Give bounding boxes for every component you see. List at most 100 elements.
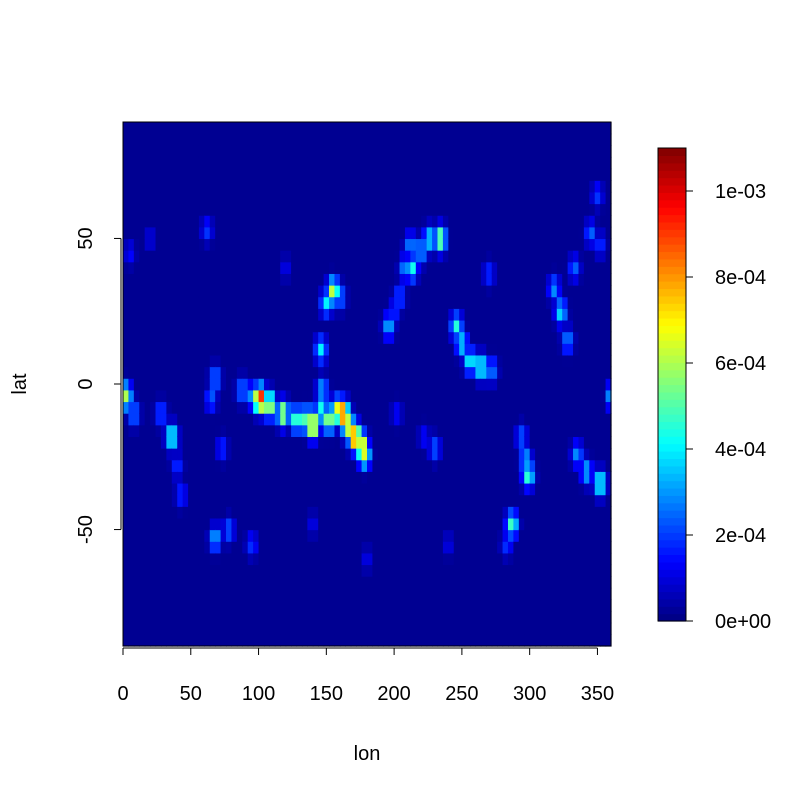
heatmap-cell [280, 180, 287, 193]
heatmap-cell [562, 611, 569, 624]
heatmap-cell [459, 506, 466, 519]
heatmap-cell [502, 622, 509, 635]
heatmap-cell [459, 180, 466, 193]
heatmap-cell [432, 273, 439, 286]
heatmap-cell [269, 448, 276, 461]
heatmap-cell [415, 611, 422, 624]
heatmap-cell [497, 308, 504, 321]
heatmap-cell [128, 191, 135, 205]
heatmap-cell [291, 506, 298, 519]
heatmap-cell [437, 133, 444, 146]
heatmap-cell [480, 471, 487, 484]
heatmap-cell [372, 226, 379, 240]
heatmap-cell [594, 424, 601, 437]
heatmap-cell [567, 203, 574, 216]
heatmap-cell [356, 424, 363, 437]
heatmap-cell [133, 564, 140, 577]
heatmap-cell [361, 459, 368, 472]
heatmap-cell [253, 634, 260, 647]
heatmap-cell [144, 622, 151, 635]
heatmap-cell [432, 366, 439, 379]
heatmap-cell [404, 308, 411, 321]
heatmap-cell [209, 459, 216, 472]
heatmap-cell [123, 366, 130, 379]
heatmap-cell [204, 366, 211, 379]
heatmap-cell [263, 448, 270, 461]
heatmap-cell [166, 215, 173, 228]
heatmap-cell [480, 401, 487, 414]
heatmap-cell [594, 133, 601, 146]
heatmap-cell [296, 436, 303, 449]
heatmap-cell [448, 564, 455, 577]
heatmap-cell [388, 413, 395, 426]
heatmap-cell [160, 215, 167, 228]
heatmap-cell [361, 296, 368, 309]
heatmap-cell [139, 133, 146, 146]
heatmap-cell [253, 529, 260, 542]
heatmap-cell [432, 541, 439, 554]
heatmap-cell [507, 389, 514, 403]
heatmap-cell [334, 308, 341, 321]
heatmap-cell [518, 564, 525, 577]
heatmap-cell [459, 529, 466, 542]
heatmap-cell [334, 285, 341, 298]
heatmap-cell [204, 273, 211, 286]
heatmap-cell [540, 622, 547, 635]
heatmap-cell [247, 459, 254, 472]
heatmap-cell [388, 611, 395, 624]
heatmap-cell [253, 389, 260, 403]
heatmap-cell [524, 378, 531, 391]
heatmap-cell [567, 168, 574, 181]
heatmap-cell [524, 389, 531, 403]
heatmap-cell [177, 215, 184, 228]
heatmap-cell [578, 529, 585, 542]
heatmap-cell [529, 599, 536, 612]
heatmap-cell [394, 296, 401, 309]
heatmap-cell [318, 401, 325, 414]
heatmap-cell [188, 308, 195, 321]
heatmap-cell [567, 576, 574, 589]
heatmap-cell [464, 156, 471, 170]
heatmap-cell [491, 308, 498, 321]
heatmap-cell [470, 494, 477, 507]
heatmap-cell [432, 261, 439, 274]
heatmap-cell [188, 331, 195, 344]
heatmap-cell [334, 168, 341, 181]
heatmap-cell [589, 587, 596, 601]
heatmap-cell [144, 250, 151, 263]
heatmap-cell [442, 529, 449, 542]
heatmap-cell [307, 180, 314, 193]
heatmap-cell [204, 389, 211, 403]
heatmap-cell [312, 622, 319, 635]
heatmap-cell [198, 389, 205, 403]
heatmap-cell [323, 541, 330, 554]
heatmap-cell [399, 343, 406, 356]
heatmap-cell [177, 401, 184, 414]
heatmap-cell [274, 436, 281, 449]
heatmap-cell [594, 587, 601, 601]
heatmap-cell [263, 250, 270, 263]
heatmap-cell [600, 634, 607, 647]
heatmap-cell [556, 296, 563, 309]
heatmap-cell [540, 564, 547, 577]
heatmap-cell [524, 482, 531, 496]
heatmap-cell [204, 587, 211, 601]
heatmap-cell [139, 413, 146, 426]
heatmap-cell [301, 203, 308, 216]
heatmap-cell [285, 191, 292, 205]
heatmap-cell [464, 215, 471, 228]
heatmap-cell [171, 517, 178, 531]
heatmap-cell [529, 343, 536, 356]
heatmap-cell [231, 250, 238, 263]
heatmap-cell [301, 611, 308, 624]
heatmap-cell [356, 331, 363, 344]
heatmap-cell [285, 343, 292, 356]
heatmap-cell [204, 482, 211, 496]
heatmap-cell [133, 436, 140, 449]
heatmap-cell [518, 599, 525, 612]
heatmap-cell [334, 366, 341, 379]
heatmap-cell [226, 471, 233, 484]
heatmap-cell [540, 506, 547, 519]
heatmap-cell [573, 611, 580, 624]
heatmap-cell [323, 296, 330, 309]
